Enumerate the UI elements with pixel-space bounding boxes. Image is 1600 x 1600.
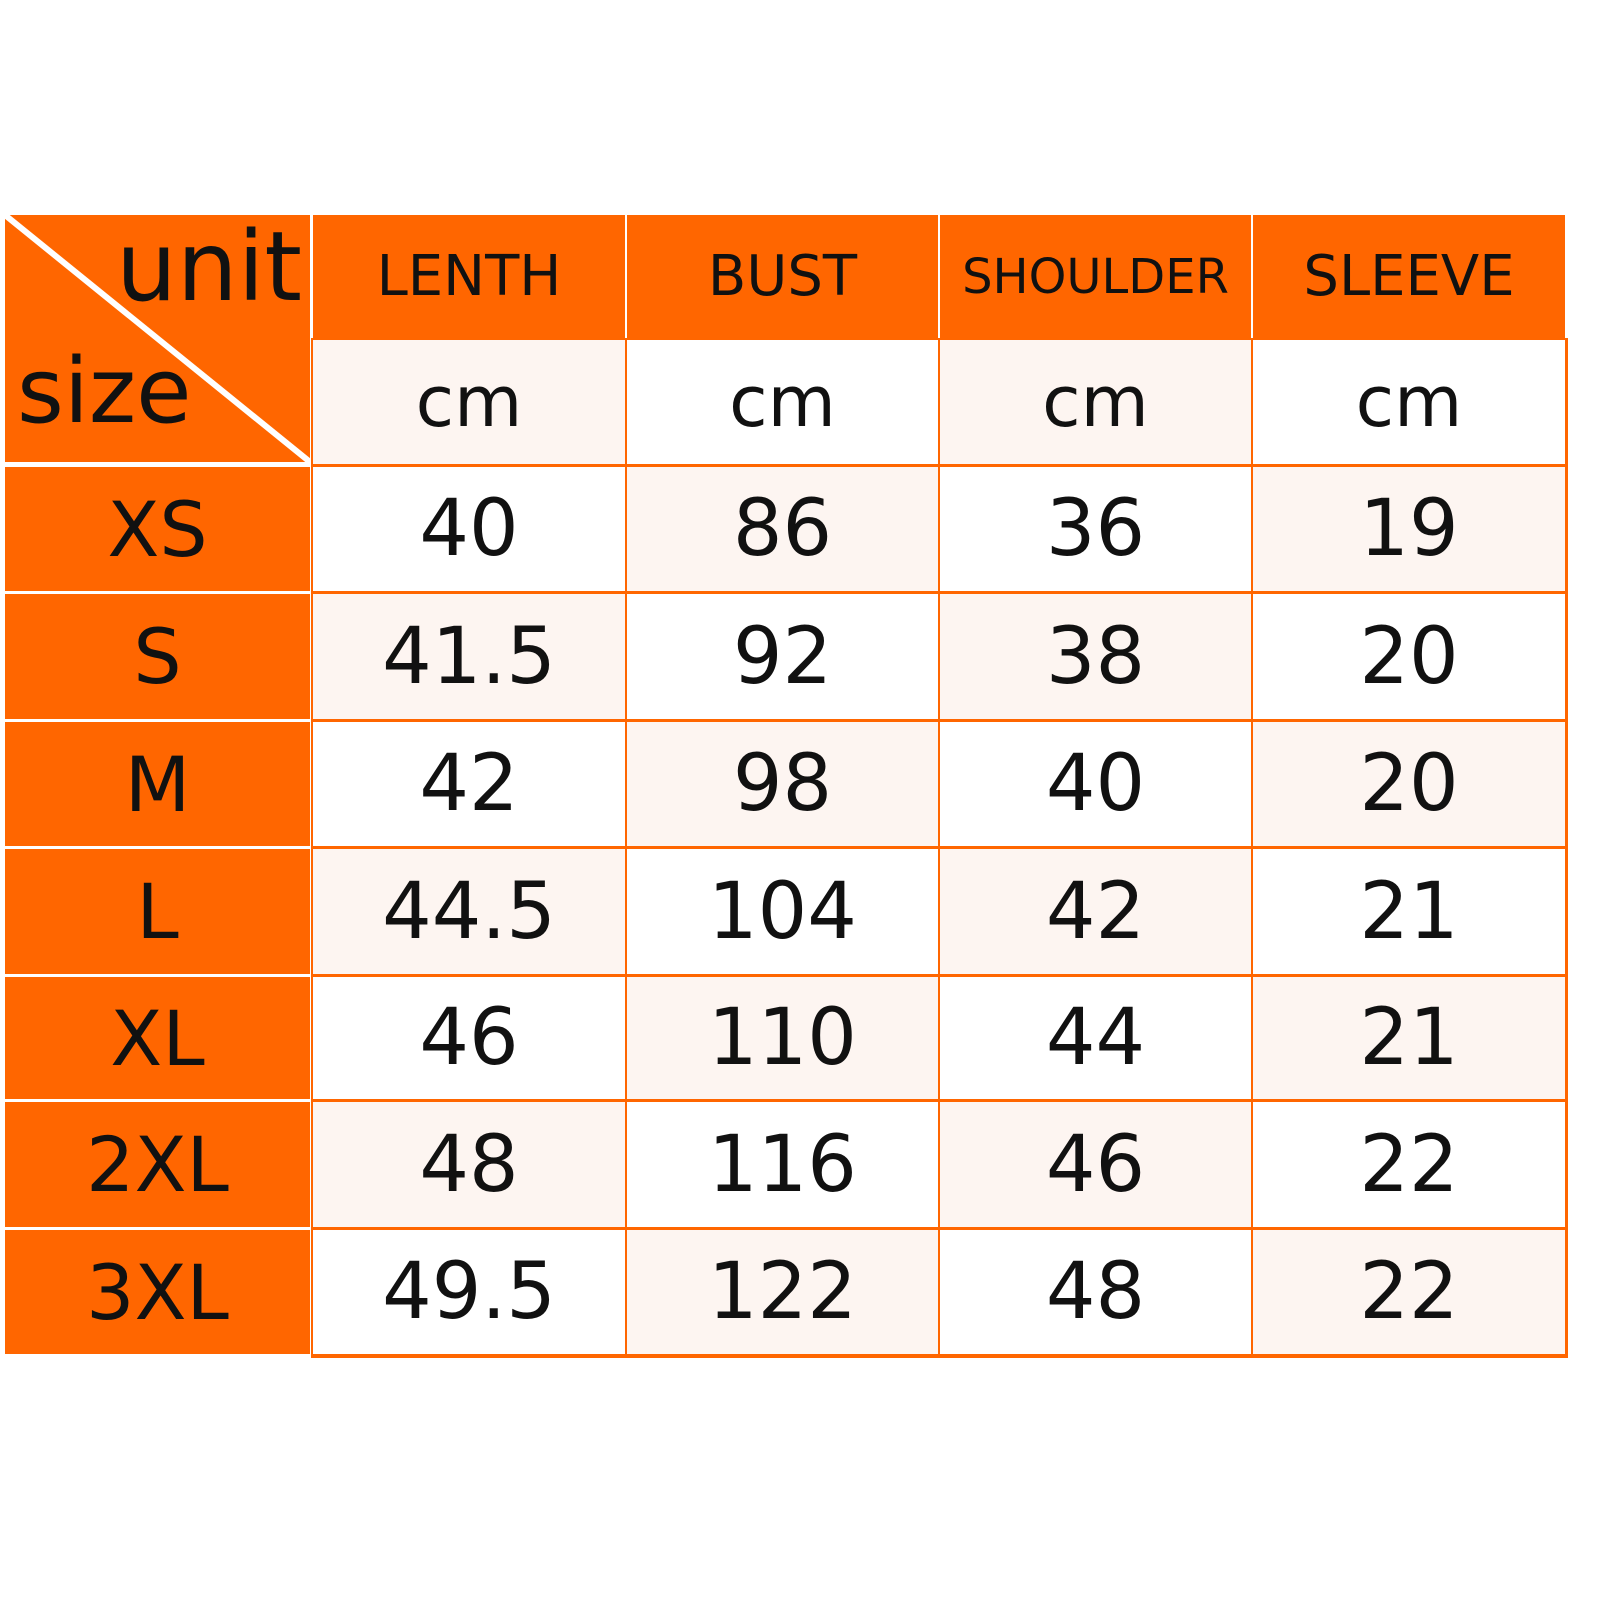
measurement-cell: 98	[627, 722, 938, 846]
measurement-cell: 21	[1253, 849, 1565, 974]
measurement-cell: 40	[313, 467, 625, 591]
column-header: SLEEVE	[1253, 215, 1565, 338]
column-header: SHOULDER	[940, 215, 1251, 338]
measurement-cell: 86	[627, 467, 938, 591]
column-header: LENTH	[313, 215, 625, 338]
unit-cell: cm	[940, 340, 1251, 464]
measurement-cell: 42	[940, 849, 1251, 974]
size-label: 3XL	[5, 1230, 310, 1354]
measurement-cell: 42	[313, 722, 625, 846]
measurement-cell: 46	[313, 977, 625, 1099]
size-label: M	[5, 722, 310, 846]
measurement-cell: 44.5	[313, 849, 625, 974]
corner-cell: unit size	[5, 215, 310, 462]
measurement-cell: 40	[940, 722, 1251, 846]
measurement-cell: 22	[1253, 1230, 1565, 1354]
measurement-cell: 22	[1253, 1102, 1565, 1227]
measurement-cell: 36	[940, 467, 1251, 591]
size-label: 2XL	[5, 1102, 310, 1227]
measurement-cell: 19	[1253, 467, 1565, 591]
measurement-cell: 92	[627, 594, 938, 719]
size-label: L	[5, 849, 310, 974]
measurement-cell: 48	[313, 1102, 625, 1227]
corner-unit-label: unit	[116, 215, 302, 323]
measurement-cell: 21	[1253, 977, 1565, 1099]
column-header: BUST	[627, 215, 938, 338]
measurement-cell: 116	[627, 1102, 938, 1227]
size-label: XS	[5, 467, 310, 591]
measurement-cell: 41.5	[313, 594, 625, 719]
size-label: S	[5, 594, 310, 719]
diagonal-divider	[5, 215, 310, 462]
measurement-cell: 38	[940, 594, 1251, 719]
measurement-cell: 110	[627, 977, 938, 1099]
measurement-cell: 20	[1253, 594, 1565, 719]
measurement-cell: 49.5	[313, 1230, 625, 1354]
size-label: XL	[5, 977, 310, 1099]
unit-cell: cm	[313, 340, 625, 464]
measurement-cell: 46	[940, 1102, 1251, 1227]
measurement-cell: 20	[1253, 722, 1565, 846]
measurement-cell: 122	[627, 1230, 938, 1354]
measurement-cell: 104	[627, 849, 938, 974]
measurement-cell: 44	[940, 977, 1251, 1099]
measurement-cell: 48	[940, 1230, 1251, 1354]
corner-size-label: size	[17, 339, 192, 444]
unit-cell: cm	[1253, 340, 1565, 464]
unit-cell: cm	[627, 340, 938, 464]
